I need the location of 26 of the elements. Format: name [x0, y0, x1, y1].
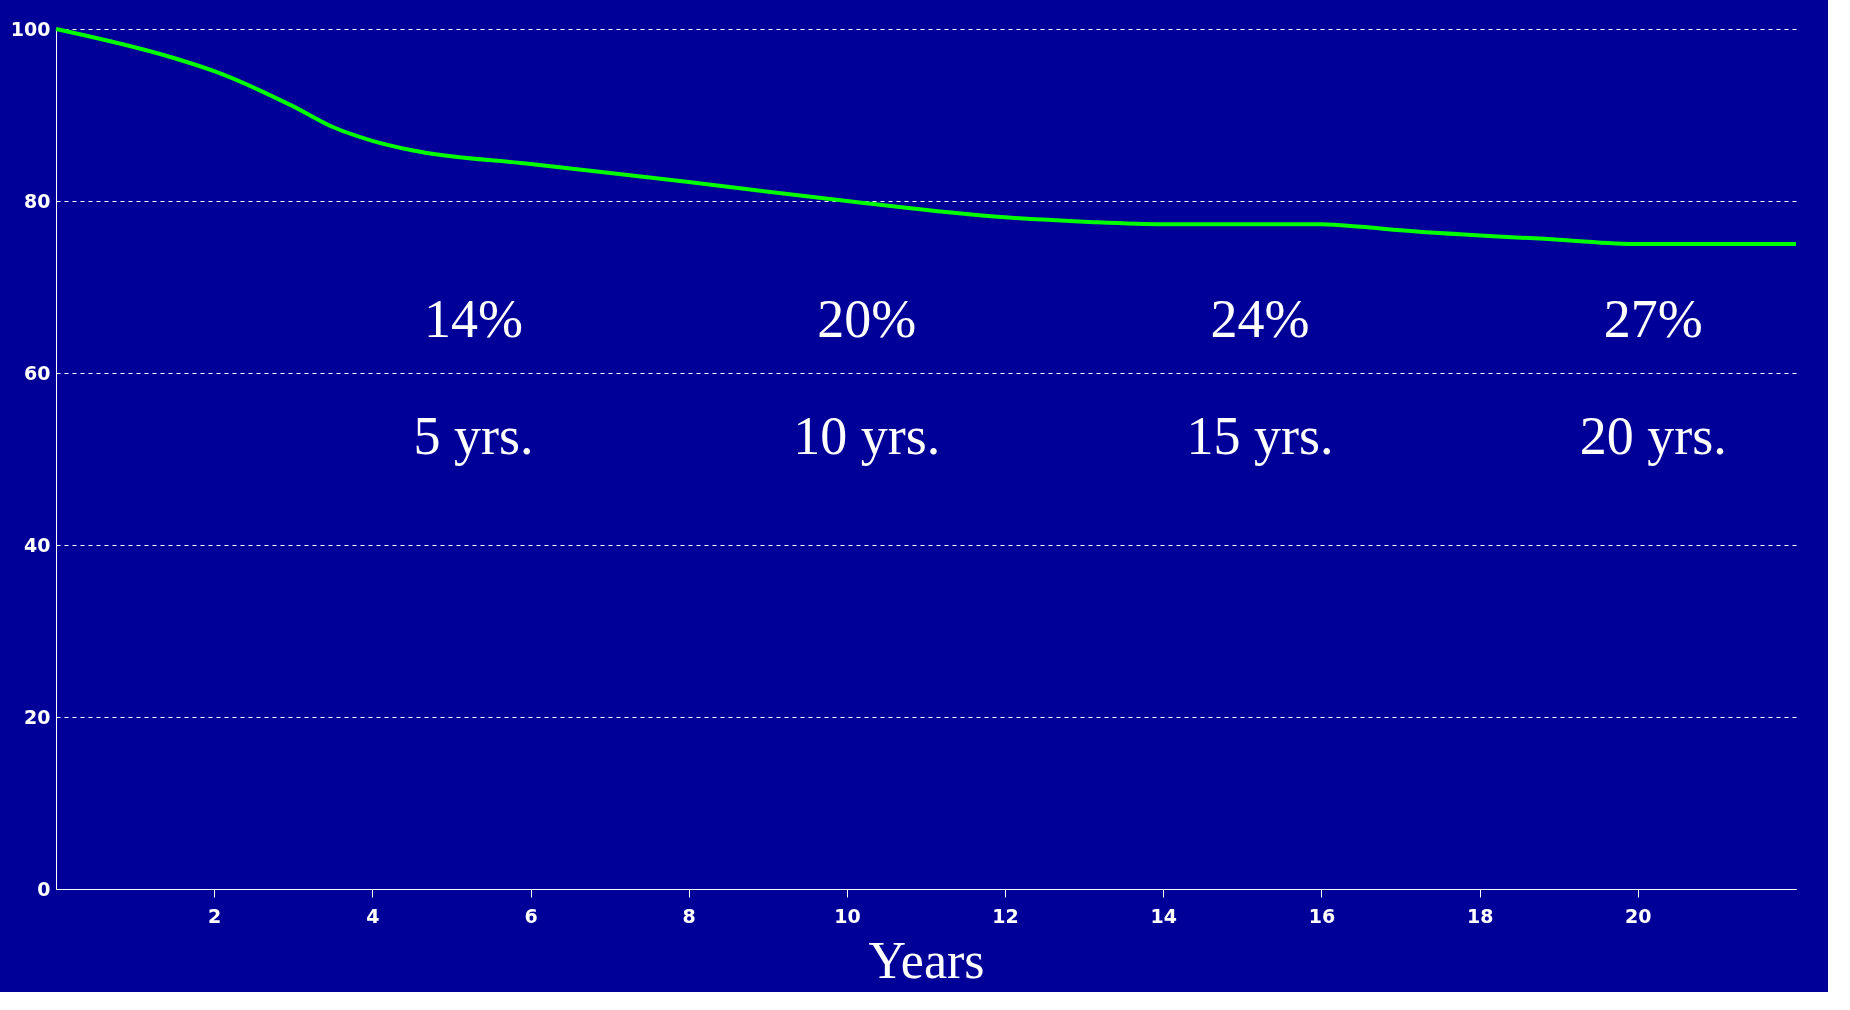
annotation: 15 yrs. — [1186, 405, 1334, 466]
annotation: 20 yrs. — [1579, 405, 1727, 466]
x-tick-label: 6 — [524, 904, 538, 927]
annotation: 14% — [424, 289, 524, 350]
line-series — [54, 27, 1798, 246]
y-tick-label: 40 — [24, 533, 51, 556]
x-tick-label: 10 — [834, 904, 861, 927]
annotation: 5 yrs. — [413, 405, 534, 466]
x-tick-label: 16 — [1308, 904, 1336, 927]
y-tick-label: 60 — [24, 361, 51, 384]
y-tick-label: 80 — [24, 189, 51, 212]
x-tick-label: 18 — [1466, 904, 1494, 927]
x-tick-label: 12 — [992, 904, 1019, 927]
annotation: 27% — [1603, 289, 1703, 350]
x-tick-label: 14 — [1150, 904, 1177, 927]
x-axis-title: Years — [868, 931, 985, 989]
x-tick-label: 2 — [208, 904, 222, 927]
y-tick-label: 20 — [24, 705, 51, 728]
annotation: 24% — [1210, 289, 1310, 350]
annotation: 10 yrs. — [793, 405, 941, 466]
x-tick-label: 20 — [1625, 904, 1652, 927]
y-tick-label: 0 — [37, 877, 51, 900]
x-tick-label: 4 — [366, 904, 380, 927]
annotation: 20% — [817, 289, 917, 350]
y-tick-label: 100 — [10, 17, 51, 40]
x-tick-label: 8 — [682, 904, 696, 927]
